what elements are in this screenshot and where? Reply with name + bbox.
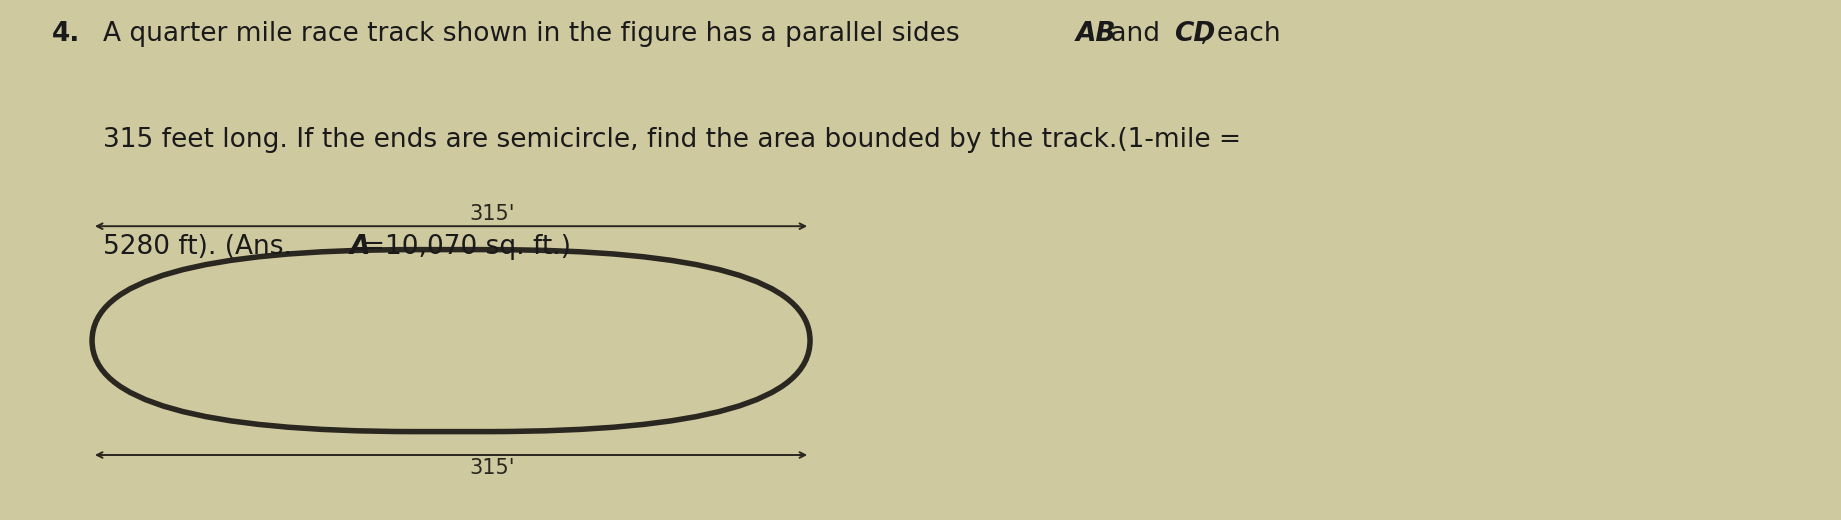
Text: =10,070 sq. ft.): =10,070 sq. ft.)	[363, 234, 571, 260]
Text: 315': 315'	[469, 458, 515, 477]
Text: AB: AB	[1075, 21, 1116, 47]
Text: 315 feet long. If the ends are semicircle, find the area bounded by the track.(1: 315 feet long. If the ends are semicircl…	[103, 127, 1241, 153]
Text: , each: , each	[1200, 21, 1281, 47]
Text: and: and	[1101, 21, 1167, 47]
Text: A quarter mile race track shown in the figure has a parallel sides: A quarter mile race track shown in the f…	[103, 21, 968, 47]
Text: 315': 315'	[469, 204, 515, 224]
Text: A: A	[350, 234, 370, 260]
Text: 5280 ft). (Ans.: 5280 ft). (Ans.	[103, 234, 309, 260]
Text: CD: CD	[1175, 21, 1215, 47]
Text: 4.: 4.	[52, 21, 79, 47]
